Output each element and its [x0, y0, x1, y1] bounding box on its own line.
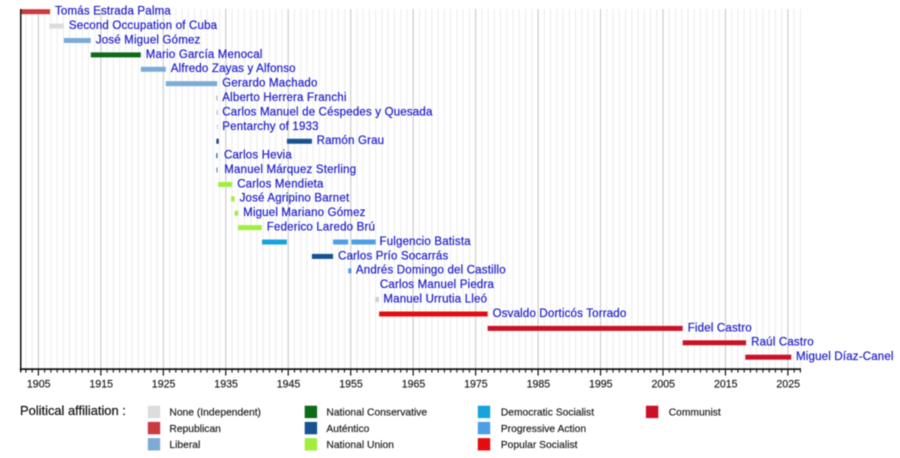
svg-text:Gerardo Machado: Gerardo Machado [222, 78, 317, 90]
svg-text:Democratic Socialist: Democratic Socialist [501, 408, 594, 419]
svg-text:Ramón Grau: Ramón Grau [317, 135, 385, 147]
svg-text:Osvaldo Dorticós Torrado: Osvaldo Dorticós Torrado [493, 308, 627, 320]
svg-text:1955: 1955 [339, 379, 363, 391]
svg-text:Second Occupation of Cuba: Second Occupation of Cuba [69, 20, 218, 32]
svg-text:1985: 1985 [527, 379, 551, 391]
svg-text:Tomás Estrada Palma: Tomás Estrada Palma [55, 6, 171, 18]
svg-text:Fulgencio Batista: Fulgencio Batista [380, 236, 472, 248]
svg-text:1905: 1905 [27, 379, 51, 391]
svg-text:2015: 2015 [714, 379, 738, 391]
svg-text:Progressive Action: Progressive Action [501, 424, 587, 435]
svg-text:Alberto Herrera Franchi: Alberto Herrera Franchi [222, 92, 346, 104]
svg-text:2025: 2025 [776, 379, 800, 391]
svg-text:José Agripino Barnet: José Agripino Barnet [240, 193, 350, 205]
svg-text:Andrés Domingo del Castillo: Andrés Domingo del Castillo [356, 265, 506, 277]
svg-text:Federico Laredo Brú: Federico Laredo Brú [267, 222, 375, 234]
svg-text:1965: 1965 [402, 379, 426, 391]
svg-text:Carlos Manuel Piedra: Carlos Manuel Piedra [380, 279, 495, 291]
svg-text:Miguel Mariano Gómez: Miguel Mariano Gómez [243, 207, 366, 219]
svg-text:José Miguel Gómez: José Miguel Gómez [96, 34, 201, 46]
svg-text:National Conservative: National Conservative [326, 408, 427, 419]
svg-text:1945: 1945 [277, 379, 301, 391]
svg-text:Alfredo Zayas y Alfonso: Alfredo Zayas y Alfonso [171, 63, 296, 75]
svg-text:Mario García Menocal: Mario García Menocal [146, 49, 263, 61]
svg-text:Fidel Castro: Fidel Castro [688, 322, 752, 334]
svg-text:Pentarchy of 1933: Pentarchy of 1933 [222, 121, 318, 133]
svg-text:Manuel Urrutia Lleó: Manuel Urrutia Lleó [383, 294, 487, 306]
svg-text:1935: 1935 [214, 379, 238, 391]
svg-text:Auténtico: Auténtico [326, 424, 369, 435]
svg-text:1995: 1995 [589, 379, 613, 391]
svg-text:Liberal: Liberal [169, 440, 200, 451]
svg-text:Carlos Manuel de Céspedes y Qu: Carlos Manuel de Céspedes y Quesada [222, 106, 433, 118]
svg-text:1975: 1975 [464, 379, 488, 391]
svg-text:Manuel Márquez Sterling: Manuel Márquez Sterling [224, 164, 356, 176]
svg-text:Miguel Díaz-Canel: Miguel Díaz-Canel [796, 351, 894, 363]
svg-text:Political affiliation :: Political affiliation : [20, 403, 126, 418]
svg-text:Communist: Communist [669, 408, 721, 419]
svg-text:National Union: National Union [326, 440, 394, 451]
svg-text:Raúl Castro: Raúl Castro [751, 337, 814, 349]
svg-text:1925: 1925 [152, 379, 176, 391]
svg-text:Carlos Mendieta: Carlos Mendieta [237, 178, 324, 190]
svg-text:Republican: Republican [169, 424, 221, 435]
svg-text:Popular Socialist: Popular Socialist [501, 440, 578, 451]
svg-text:1915: 1915 [89, 379, 113, 391]
svg-text:Carlos Prío Socarrás: Carlos Prío Socarrás [338, 250, 448, 262]
svg-text:2005: 2005 [652, 379, 676, 391]
svg-text:Carlos Hevia: Carlos Hevia [224, 150, 292, 162]
svg-text:None (Independent): None (Independent) [169, 408, 261, 419]
